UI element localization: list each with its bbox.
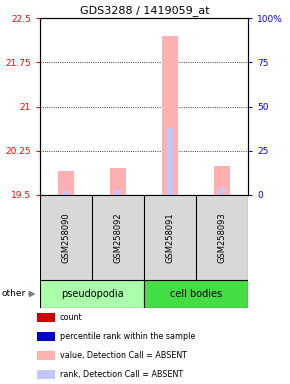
Bar (37, 369, 55, 379)
Bar (167, 128, 173, 195)
Bar (144, 280, 248, 308)
Text: other: other (1, 290, 26, 298)
Text: value, Detection Call = ABSENT: value, Detection Call = ABSENT (60, 351, 187, 360)
Text: GSM258091: GSM258091 (166, 212, 175, 263)
Bar (64, 192, 69, 195)
Bar (162, 36, 178, 195)
Text: cell bodies: cell bodies (170, 289, 222, 299)
Text: GSM258093: GSM258093 (218, 212, 226, 263)
Text: pseudopodia: pseudopodia (61, 289, 123, 299)
Bar (40, 280, 144, 308)
Bar (58, 171, 74, 195)
Text: GSM258090: GSM258090 (61, 212, 70, 263)
Bar (220, 188, 224, 195)
Text: GDS3288 / 1419059_at: GDS3288 / 1419059_at (80, 5, 210, 16)
Text: GSM258092: GSM258092 (113, 212, 122, 263)
Bar (37, 331, 55, 341)
Bar (110, 169, 126, 195)
Text: count: count (60, 313, 82, 322)
Text: rank, Detection Call = ABSENT: rank, Detection Call = ABSENT (60, 370, 183, 379)
Text: percentile rank within the sample: percentile rank within the sample (60, 332, 195, 341)
Bar (214, 166, 230, 195)
Bar (37, 351, 55, 361)
Bar (115, 190, 121, 195)
Bar (37, 313, 55, 323)
